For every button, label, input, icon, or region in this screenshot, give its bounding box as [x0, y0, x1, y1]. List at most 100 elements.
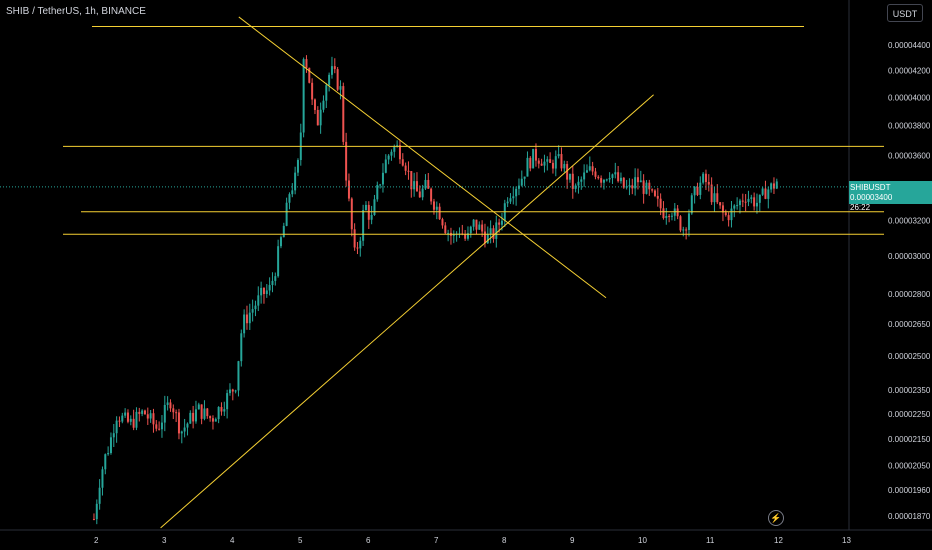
candle-body — [566, 164, 569, 180]
time-axis-label: 6 — [366, 536, 371, 545]
candle-body — [600, 178, 603, 183]
candle-body — [750, 197, 753, 199]
trendline-descending — [238, 16, 607, 299]
candle-body — [172, 408, 175, 413]
candle-body — [716, 193, 719, 203]
candle-body — [733, 205, 736, 209]
candle-body — [537, 160, 540, 164]
candle-body — [107, 452, 110, 455]
candle-body — [353, 229, 356, 248]
currency-button[interactable]: USDT — [887, 4, 923, 22]
candle-body — [240, 333, 243, 362]
time-axis-label: 13 — [842, 536, 851, 545]
candle-body — [189, 412, 192, 424]
time-axis-label: 3 — [162, 536, 167, 545]
candle-body — [682, 229, 685, 231]
candle-body — [665, 215, 668, 219]
candle-body — [404, 165, 407, 171]
candle-body — [325, 85, 328, 101]
symbol-title[interactable]: SHIB / TetherUS, 1h, BINANCE — [6, 6, 146, 17]
candle-body — [670, 215, 673, 217]
candle-body — [424, 179, 427, 189]
candle-body — [129, 418, 132, 422]
candle-body — [554, 156, 557, 169]
candle-body — [421, 188, 424, 198]
candle-body — [662, 208, 665, 219]
candle-body — [724, 212, 727, 216]
candle-body — [755, 202, 758, 207]
candle-body — [359, 240, 362, 249]
candle-body — [186, 423, 189, 428]
candle-body — [197, 404, 200, 410]
time-axis-label: 8 — [502, 536, 507, 545]
candle-body — [124, 412, 127, 416]
candle-body — [636, 177, 639, 183]
candle-body — [237, 361, 240, 391]
price-axis-label: 0.00002800 — [888, 290, 931, 299]
candle-body — [339, 86, 342, 90]
candle-body — [506, 201, 509, 204]
time-axis-label: 9 — [570, 536, 575, 545]
candle-body — [177, 412, 180, 434]
candle-body — [653, 190, 656, 196]
candle-body — [441, 219, 444, 226]
candle-body — [192, 412, 195, 422]
candle-body — [645, 182, 648, 194]
time-axis-label: 7 — [434, 536, 439, 545]
candle-body — [713, 193, 716, 203]
candle-body — [523, 176, 526, 179]
candle-body — [155, 424, 158, 429]
candle-body — [580, 179, 583, 182]
candle-body — [727, 215, 730, 221]
candle-body — [741, 200, 744, 202]
candle-body — [118, 420, 121, 422]
time-axis[interactable]: Mar2345678910111213 — [0, 536, 851, 545]
candle-body — [274, 276, 277, 281]
candle-body — [512, 196, 515, 199]
candle-body — [279, 237, 282, 247]
candle-body — [251, 309, 254, 313]
price-tag-countdown: 26:22 — [850, 203, 871, 212]
price-tag-text: SHIBUSDT 0.00003400 — [850, 183, 932, 203]
candle-body — [356, 247, 359, 249]
candle-body — [109, 437, 112, 453]
candle-body — [223, 409, 226, 412]
candle-body — [126, 412, 129, 422]
candle-body — [526, 157, 529, 177]
candle-body — [486, 234, 489, 244]
candle-body — [288, 194, 291, 203]
candle-body — [495, 222, 498, 239]
candle-body — [498, 222, 501, 225]
candle-body — [472, 219, 475, 227]
candle-body — [260, 287, 263, 296]
candle-body — [257, 295, 260, 306]
candle-body — [135, 411, 138, 428]
lightning-bolt-icon[interactable]: ⚡ — [768, 510, 784, 526]
candle-body — [328, 74, 331, 86]
candle-body — [489, 228, 492, 235]
candle-body — [772, 183, 775, 189]
candle-body — [407, 170, 410, 172]
candle-body — [534, 148, 537, 161]
candle-body — [444, 225, 447, 234]
candle-body — [101, 469, 104, 488]
candle-body — [639, 180, 642, 183]
candle-body — [622, 177, 625, 188]
candle-body — [447, 232, 450, 234]
candle-body — [464, 234, 467, 239]
candle-body — [597, 176, 600, 179]
time-axis-label: 10 — [638, 536, 647, 545]
price-axis-label: 0.00003800 — [888, 122, 931, 131]
candle-body — [370, 215, 373, 220]
time-axis-label: 5 — [298, 536, 303, 545]
candle-body — [319, 109, 322, 126]
candle-body — [699, 182, 702, 195]
candle-body — [387, 155, 390, 160]
candle-body — [602, 179, 605, 183]
candle-body — [690, 195, 693, 214]
candle-body — [410, 171, 413, 190]
candle-body — [656, 195, 659, 199]
candle-body — [381, 172, 384, 185]
candle-body — [104, 454, 107, 470]
